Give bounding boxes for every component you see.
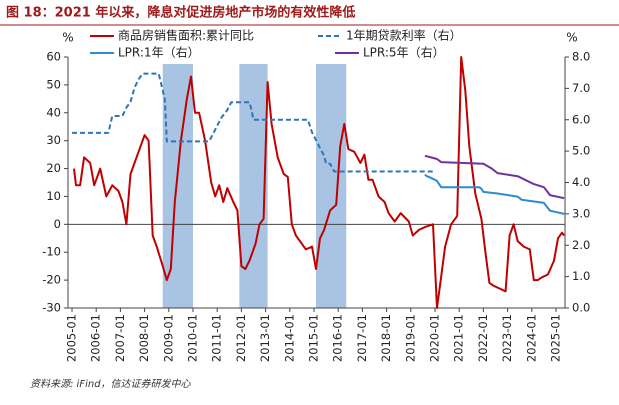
x-tick-label: 2023-01 (500, 314, 514, 362)
y-unit: % (62, 31, 73, 45)
y2-tick-label: 6.0 (572, 112, 590, 126)
x-tick-label: 2005-01 (65, 314, 79, 362)
shaded-period (162, 64, 193, 308)
y2-tick-label: 4.0 (572, 175, 590, 189)
series-line (424, 173, 565, 215)
y2-tick-label: 2.0 (572, 238, 590, 252)
y-tick-label: -30 (42, 301, 61, 315)
y-tick-label: 30 (46, 133, 61, 147)
x-tick-label: 2006-01 (89, 314, 103, 362)
shaded-period (239, 64, 268, 308)
source-note: 资料来源: iFind，信达证券研发中心 (30, 378, 192, 390)
y-tick-label: 0 (54, 217, 61, 231)
y-tick-label: 50 (46, 77, 61, 91)
y2-tick-label: 0.0 (572, 301, 590, 315)
x-tick-label: 2016-01 (331, 314, 345, 362)
x-tick-label: 2017-01 (355, 314, 369, 362)
y-tick-label: 60 (46, 50, 61, 64)
x-tick-label: 2022-01 (476, 314, 490, 362)
x-tick-label: 2008-01 (137, 314, 151, 362)
y-tick-label: 40 (46, 105, 61, 119)
x-tick-label: 2012-01 (234, 314, 248, 362)
x-tick-label: 2015-01 (307, 314, 321, 362)
x-tick-label: 2013-01 (258, 314, 272, 362)
y-tick-label: -20 (42, 273, 61, 287)
legend-label: 商品房销售面积:累计同比 (118, 28, 254, 43)
legend-label: 1年期贷款利率（右） (346, 28, 462, 43)
x-tick-label: 2009-01 (161, 314, 175, 362)
x-tick-label: 2018-01 (379, 314, 393, 362)
series-line (424, 154, 565, 200)
series-line (73, 56, 565, 309)
x-tick-label: 2007-01 (113, 314, 127, 362)
chart-title: 图 18：2021 年以来，降息对促进房地产市场的有效性降低 (6, 5, 355, 21)
y2-tick-label: 3.0 (572, 206, 590, 220)
y2-tick-label: 1.0 (572, 269, 590, 283)
x-tick-label: 2019-01 (403, 314, 417, 362)
y2-unit: % (566, 31, 577, 45)
legend-label: LPR:5年（右） (363, 45, 445, 60)
y-tick-label: 10 (46, 189, 61, 203)
x-tick-label: 2011-01 (210, 314, 224, 362)
shaded-period (316, 64, 347, 308)
legend-label: LPR:1年（右） (118, 45, 200, 60)
x-tick-label: 2021-01 (452, 314, 466, 362)
y2-tick-label: 5.0 (572, 144, 590, 158)
x-tick-label: 2024-01 (524, 314, 538, 362)
y-tick-label: 20 (46, 161, 61, 175)
y2-tick-label: 8.0 (572, 50, 590, 64)
x-tick-label: 2020-01 (428, 314, 442, 362)
y-tick-label: -10 (42, 245, 61, 259)
x-tick-label: 2010-01 (186, 314, 200, 362)
series-line (72, 72, 433, 173)
x-tick-label: 2014-01 (282, 314, 296, 362)
x-tick-label: 2025-01 (549, 314, 563, 362)
y2-tick-label: 7.0 (572, 81, 590, 95)
